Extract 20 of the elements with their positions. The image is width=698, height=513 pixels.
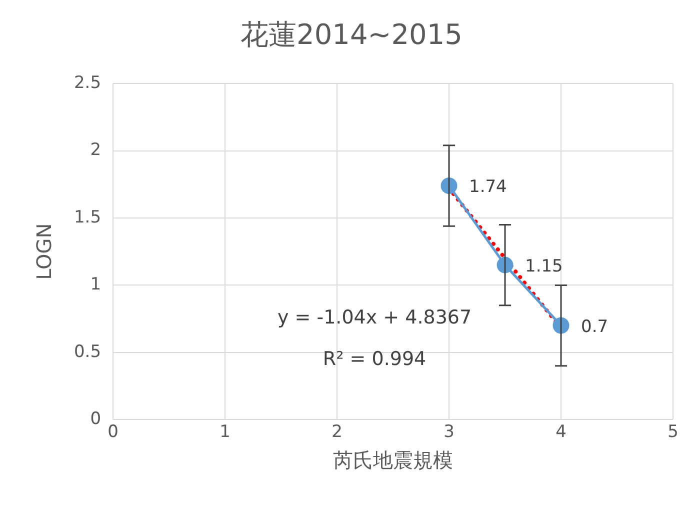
annotation: R² = 0.994 (322, 348, 426, 370)
data-label: 0.7 (581, 316, 608, 337)
y-tick-label: 0.5 (74, 342, 102, 362)
x-axis-title: 芮氏地震規模 (333, 448, 454, 472)
y-tick-label: 1 (90, 274, 102, 295)
x-tick-label: 3 (444, 422, 454, 442)
x-tick-label: 2 (332, 422, 342, 442)
chart-title: 花蓮2014~2015 (240, 18, 462, 52)
x-tick-label: 0 (108, 422, 118, 442)
data-label: 1.15 (525, 256, 563, 276)
y-axis-title: LOGN (32, 223, 56, 280)
y-tick-label: 2.5 (74, 73, 102, 94)
x-tick-label: 1 (220, 422, 230, 442)
y-tick-label: 1.5 (74, 207, 102, 228)
x-tick-label: 5 (668, 422, 678, 442)
annotation: y = -1.04x + 4.8367 (277, 306, 472, 329)
x-tick-label: 4 (556, 422, 566, 442)
data-label: 1.74 (469, 177, 507, 198)
y-tick-label: 0 (90, 409, 102, 430)
y-tick-label: 2 (90, 140, 102, 160)
